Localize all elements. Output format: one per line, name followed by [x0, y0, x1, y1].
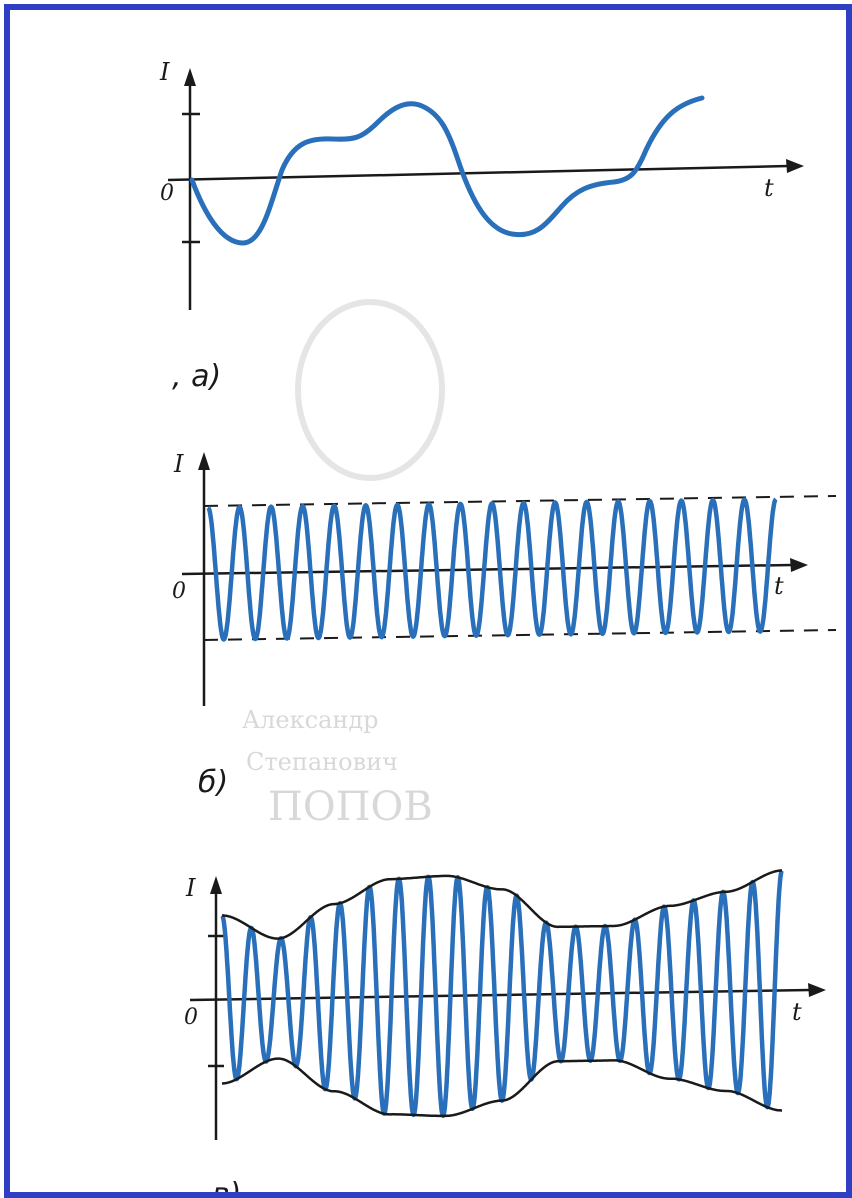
diagram-a-origin: 0	[160, 181, 174, 206]
diagram-c-x-axis	[189, 988, 811, 1002]
diagram-b-y-arrow	[198, 452, 210, 470]
diagram-c-caption: в)	[212, 1177, 241, 1192]
diagram-c-upper-envelope	[222, 869, 782, 940]
diagram-b-origin: 0	[172, 579, 186, 604]
diagram-b-lower-dashed	[203, 629, 837, 641]
diagram-b-x-label: t	[774, 572, 784, 600]
diagram-c: I t 0 в)	[184, 869, 826, 1192]
diagram-b-carrier-wave	[206, 497, 778, 642]
bleed-text-2: Степанович	[246, 748, 398, 776]
diagram-a-x-arrow	[786, 159, 804, 173]
diagram-a-y-label: I	[159, 58, 170, 86]
diagram-c-y-arrow	[210, 876, 222, 894]
diagram-a-x-axis	[167, 164, 789, 182]
bleed-text-0: ПОПОВ	[268, 784, 433, 830]
diagram-b-upper-dashed	[203, 495, 837, 507]
bleed-text-1: Александр	[242, 706, 379, 734]
diagram-a-caption: , а)	[172, 359, 221, 394]
diagram-c-x-arrow	[808, 983, 826, 997]
page-frame: Александр Степанович ПОПОВ I t 0 , а)	[4, 4, 852, 1198]
diagram-c-lower-envelope	[222, 1057, 782, 1118]
bleed-portrait	[295, 299, 445, 481]
diagram-c-modulated-wave	[220, 869, 784, 1119]
diagram-b-y-label: I	[173, 450, 184, 478]
diagram-b-caption: б)	[198, 765, 228, 800]
diagram-canvas: Александр Степанович ПОПОВ I t 0 , а)	[159, 58, 837, 1192]
diagram-b: I t 0 б)	[172, 450, 837, 800]
diagram-b-x-axis	[181, 563, 793, 576]
bleed-through-layer: Александр Степанович ПОПОВ	[242, 299, 445, 830]
diagram-c-origin: 0	[184, 1005, 198, 1030]
diagram-a-y-arrow	[184, 68, 196, 86]
diagram-c-y-label: I	[185, 874, 196, 902]
diagram-a-x-label: t	[764, 174, 774, 202]
diagram-c-x-label: t	[792, 998, 802, 1026]
diagram-b-x-arrow	[790, 558, 808, 572]
diagram-a-signal	[189, 95, 705, 246]
diagram-a: I t 0 , а)	[159, 58, 804, 394]
